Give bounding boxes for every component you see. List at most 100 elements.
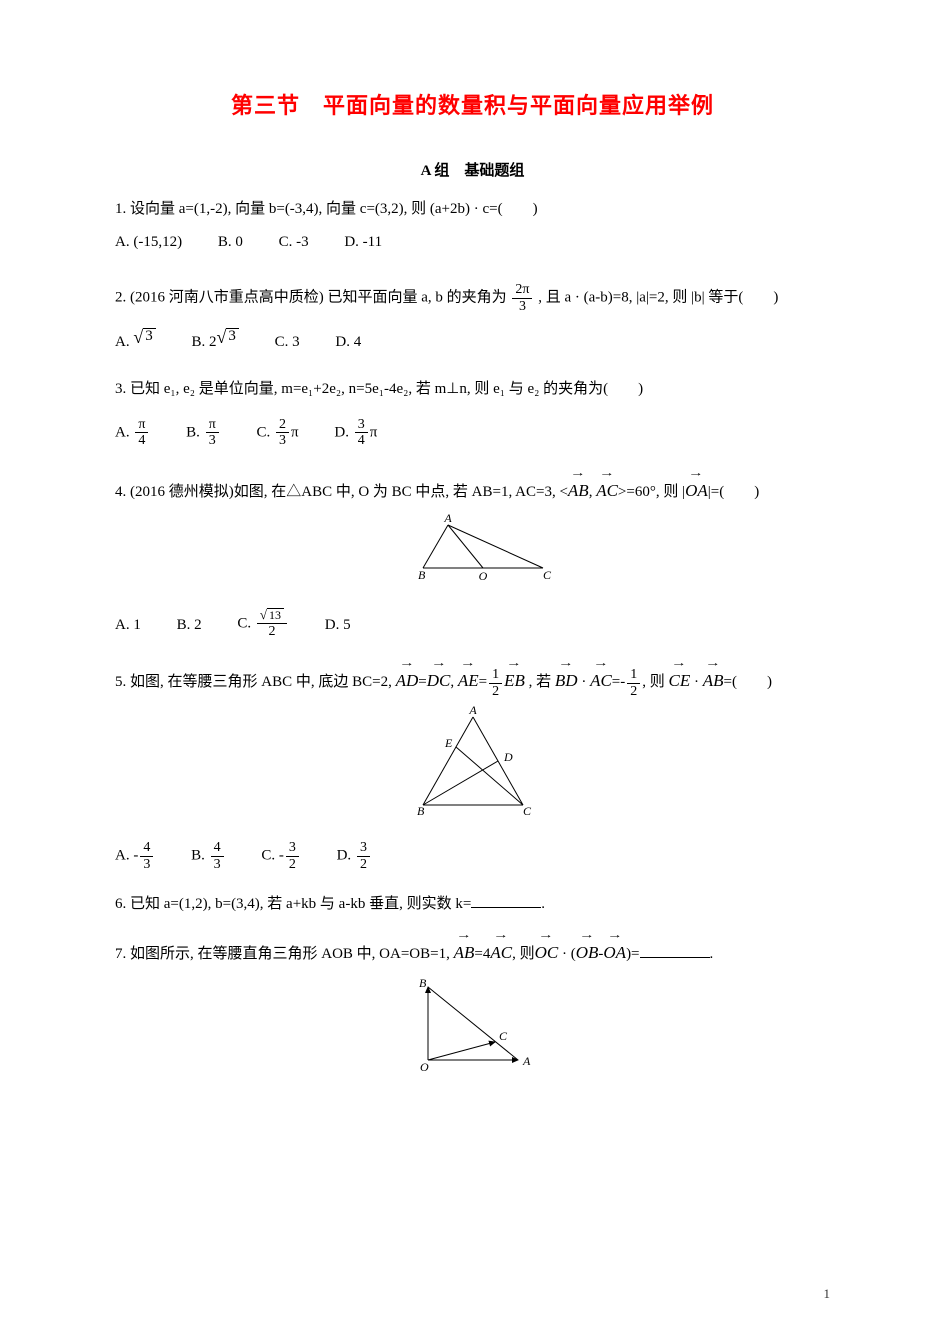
q7-dot: · (	[558, 946, 576, 962]
label-b: B	[419, 976, 427, 990]
q3-optC-pre: C.	[257, 424, 275, 440]
q2-stem-b: , 且 a · (a-b)=8, |a|=2, 则 |b| 等于( )	[538, 290, 778, 306]
q1-option-a: A. (-15,12)	[115, 228, 182, 257]
label-a: A	[522, 1054, 531, 1068]
q4-stem-a: 4. (2016 德州模拟)如图, 在△ABC 中, O 为 BC 中点, 若 …	[115, 484, 568, 500]
q6-blank	[471, 892, 541, 908]
vector-ab: AB	[454, 937, 475, 969]
q4-stem-c: |=( )	[708, 484, 759, 500]
q5-optD-den: 2	[357, 857, 370, 872]
q5-optB-frac: 43	[211, 840, 224, 872]
q3-optA-pre: A.	[115, 424, 133, 440]
sqrt-icon: √	[133, 328, 143, 346]
q2-option-d: D. 4	[335, 328, 361, 357]
q3-optB-pre: B.	[186, 424, 204, 440]
q1-options: A. (-15,12) B. 0 C. -3 D. -11	[115, 228, 830, 257]
q4-figure: A B O C	[115, 513, 830, 594]
q5-half-num: 1	[489, 667, 502, 683]
q5-optB-den: 3	[211, 857, 224, 872]
q2-optA-sqrt: 3	[143, 328, 156, 344]
q5-optC-pre: C. -	[261, 848, 284, 864]
q5-optD-num: 3	[357, 840, 370, 856]
q4-option-d: D. 5	[325, 611, 351, 640]
vector-dc: DC	[427, 665, 451, 697]
q5-options: A. -43 B. 43 C. -32 D. 32	[115, 840, 830, 872]
q5-half2: 12	[627, 667, 640, 699]
q5-optD-frac: 32	[357, 840, 370, 872]
question-7: 7. 如图所示, 在等腰直角三角形 AOB 中, OA=OB=1, AB=4AC…	[115, 937, 830, 1086]
q7-figure: O A B C	[115, 975, 830, 1086]
q7-stem-b: , 则	[512, 946, 535, 962]
q6-period: .	[541, 896, 545, 912]
q2-stem-a: 2. (2016 河南八市重点高中质检) 已知平面向量 a, b 的夹角为	[115, 290, 507, 306]
q4-stem: 4. (2016 德州模拟)如图, 在△ABC 中, O 为 BC 中点, 若 …	[115, 475, 830, 507]
triangle-icon: A B C D E	[393, 705, 553, 820]
q3-optB-frac: π3	[206, 417, 219, 449]
section-title: 第三节 平面向量的数量积与平面向量应用举例	[115, 85, 830, 127]
q2-optB-pre: B. 2	[191, 334, 216, 350]
q3-optC-suf: π	[291, 424, 299, 440]
vector-ac: AC	[490, 937, 512, 969]
q5-eq3: =-	[612, 674, 625, 690]
question-2: 2. (2016 河南八市重点高中质检) 已知平面向量 a, b 的夹角为 2π…	[115, 282, 830, 356]
q3-optC-num: 2	[276, 417, 289, 433]
q3-optB-num: π	[206, 417, 219, 433]
q5-comma1: ,	[450, 674, 458, 690]
q1-option-c: C. -3	[279, 228, 309, 257]
q3-optC-frac: 23	[276, 417, 289, 449]
label-o: O	[478, 569, 487, 583]
label-e: E	[444, 736, 453, 750]
vector-eb: EB	[504, 665, 525, 697]
q5-stem: 5. 如图, 在等腰三角形 ABC 中, 底边 BC=2, AD=DC, AE=…	[115, 665, 830, 698]
q3-optA-num: π	[135, 417, 148, 433]
q7-period: .	[710, 946, 714, 962]
q4-optC-frac: √132	[257, 608, 287, 640]
q2-optA-pre: A.	[115, 334, 133, 350]
label-a: A	[468, 705, 477, 717]
vector-ac: AC	[596, 475, 618, 507]
q5-stem-b: , 若	[525, 674, 555, 690]
q5-optB-pre: B.	[191, 848, 209, 864]
q3-option-b: B. π3	[186, 417, 221, 449]
q1-option-d: D. -11	[344, 228, 382, 257]
sqrt-icon: √	[217, 328, 227, 346]
q3-optD-frac: 34	[355, 417, 368, 449]
vector-ac: AC	[590, 665, 612, 697]
q2-option-a: A. √3	[115, 328, 156, 357]
q7-blank	[640, 942, 710, 958]
label-c: C	[543, 568, 552, 582]
q3-stem: 3. 已知 e₁, e₂ 是单位向量, m=e₁+2e₂, n=5e₁-4e₂,…	[115, 375, 830, 404]
q5-option-b: B. 43	[191, 840, 226, 872]
q5-half2-num: 1	[627, 667, 640, 683]
q5-stem-a: 5. 如图, 在等腰三角形 ABC 中, 底边 BC=2,	[115, 674, 396, 690]
q6-stem: 6. 已知 a=(1,2), b=(3,4), 若 a+kb 与 a-kb 垂直…	[115, 896, 471, 912]
q3-optD-den: 4	[355, 433, 368, 448]
q5-half1: 12	[489, 667, 502, 699]
q5-dot2: ·	[690, 674, 703, 690]
page-container: 第三节 平面向量的数量积与平面向量应用举例 A 组 基础题组 1. 设向量 a=…	[0, 0, 945, 1337]
q5-stem-d: =( )	[724, 674, 772, 690]
q2-optB-sqrt: 3	[226, 328, 239, 344]
q3-options: A. π4 B. π3 C. 23π D. 34π	[115, 417, 830, 449]
q7-eq: =4	[474, 946, 490, 962]
q4-option-b: B. 2	[177, 611, 202, 640]
q5-optA-den: 3	[140, 857, 153, 872]
q4-option-c: C. √132	[237, 608, 289, 640]
question-3: 3. 已知 e₁, e₂ 是单位向量, m=e₁+2e₂, n=5e₁-4e₂,…	[115, 375, 830, 449]
q4-optC-den: 2	[257, 624, 287, 639]
q1-option-b: B. 0	[218, 228, 243, 257]
q3-option-c: C. 23π	[257, 417, 299, 449]
q3-option-d: D. 34π	[334, 417, 377, 449]
question-4: 4. (2016 德州模拟)如图, 在△ABC 中, O 为 BC 中点, 若 …	[115, 475, 830, 640]
q5-optC-frac: 32	[286, 840, 299, 872]
q3-optC-den: 3	[276, 433, 289, 448]
vector-ab: AB	[703, 665, 724, 697]
q4-optC-sqrtval: 13	[267, 608, 284, 621]
q3-optA-den: 4	[135, 433, 148, 448]
vector-ab: AB	[568, 475, 589, 507]
q2-frac-den: 3	[512, 299, 532, 314]
label-a: A	[443, 513, 452, 525]
vector-oa: OA	[685, 475, 708, 507]
label-b: B	[418, 568, 426, 582]
q5-optC-num: 3	[286, 840, 299, 856]
